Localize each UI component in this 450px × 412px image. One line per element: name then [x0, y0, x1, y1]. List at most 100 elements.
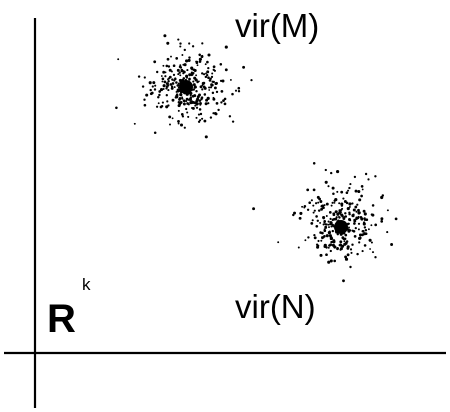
scatter-dot [185, 59, 189, 63]
scatter-dot [346, 207, 350, 211]
scatter-dot [199, 85, 203, 89]
scatter-dot [354, 205, 358, 209]
scatter-dot [313, 209, 316, 212]
scatter-dot [195, 74, 198, 77]
scatter-dot [357, 189, 361, 194]
scatter-dot [220, 101, 223, 104]
scatter-dot [346, 253, 350, 257]
scatter-dot [390, 243, 394, 246]
scatter-dot [323, 204, 326, 207]
scatter-dot [344, 212, 347, 215]
scatter-dot [346, 246, 350, 250]
scatter-dot [323, 221, 326, 224]
scatter-dot [336, 246, 339, 250]
scatter-dot [201, 88, 204, 91]
scatter-dot [153, 60, 157, 64]
scatter-dot [148, 81, 152, 85]
scatter-dot [339, 240, 343, 244]
scatter-dot [200, 55, 204, 59]
scatter-dot [345, 191, 349, 194]
scatter-dot [360, 216, 363, 219]
scatter-dot [204, 135, 208, 139]
scatter-dot [186, 69, 189, 72]
scatter-dot [325, 202, 329, 206]
scatter-dot [327, 185, 330, 188]
scatter-dot [159, 88, 164, 92]
scatter-dot [362, 230, 365, 233]
scatter-dot [324, 225, 328, 229]
scatter-dot [188, 77, 191, 81]
scatter-dot [343, 200, 347, 203]
scatter-dot [208, 86, 211, 89]
scatter-dot [165, 82, 169, 86]
scatter-dot [191, 100, 195, 104]
scatter-dot [151, 85, 154, 88]
scatter-dot [177, 38, 180, 41]
scatter-dot [206, 96, 210, 100]
scatter-dot [320, 239, 323, 242]
scatter-dot [298, 216, 302, 220]
scatter-dot [193, 68, 197, 73]
scatter-dot [317, 209, 321, 212]
scatter-dot [224, 45, 228, 49]
scatter-dot [329, 217, 332, 220]
cluster-n-label: vir(N) [235, 288, 316, 325]
scatter-dot [234, 89, 238, 92]
scatter-dot [188, 42, 191, 45]
scatter-dot [223, 102, 227, 106]
scatter-dot [367, 228, 370, 231]
scatter-dot [332, 213, 336, 217]
cluster-m-label: vir(M) [235, 7, 319, 44]
scatter-dot [342, 197, 345, 200]
scatter-dot [351, 229, 354, 232]
scatter-dot [332, 239, 336, 242]
scatter-dot [329, 249, 332, 253]
scatter-dot [222, 99, 225, 102]
scatter-dot [143, 98, 146, 101]
scatter-dot [320, 207, 324, 211]
scatter-dot [177, 122, 180, 125]
scatter-dot [328, 230, 331, 233]
scatter-dot [182, 102, 186, 106]
scatter-dot [162, 87, 165, 91]
scatter-dot [354, 189, 358, 193]
scatter-dot [250, 79, 253, 82]
scatter-dot [371, 204, 375, 207]
scatter-dot [192, 80, 195, 83]
scatter-dot [221, 79, 225, 83]
scatter-dot [316, 219, 319, 222]
scatter-dot [306, 188, 310, 192]
scatter-dot [190, 72, 193, 75]
scatter-dot [162, 84, 166, 88]
scatter-dot [195, 79, 198, 82]
scatter-dot [357, 211, 361, 215]
scatter-dot [167, 84, 170, 87]
scatter-dot [323, 228, 326, 231]
scatter-dot [194, 104, 197, 107]
scatter-dot [166, 100, 169, 103]
scatter-dot [348, 203, 351, 206]
scatter-dot [333, 259, 337, 263]
scatter-dot [215, 102, 219, 105]
scatter-dot [358, 236, 362, 240]
scatter-dot [163, 34, 167, 38]
scatter-dot [332, 218, 335, 221]
scatter-dot [349, 229, 352, 232]
scatter-dot [115, 106, 118, 110]
scatter-dot [183, 126, 186, 129]
scatter-dot [143, 103, 147, 107]
scatter-dot [174, 77, 177, 81]
scatter-dot [297, 246, 300, 249]
scatter-dot [339, 243, 343, 247]
scatter-dot [386, 209, 389, 212]
scatter-dot [172, 73, 176, 77]
scatter-dot [165, 87, 168, 90]
scatter-dot [319, 221, 322, 224]
scatter-dot [213, 69, 216, 72]
scatter-dot [348, 205, 351, 208]
scatter-dot [163, 80, 167, 84]
scatter-dot [198, 53, 201, 57]
scatter-dot [312, 188, 316, 192]
scatter-dot [331, 229, 334, 233]
